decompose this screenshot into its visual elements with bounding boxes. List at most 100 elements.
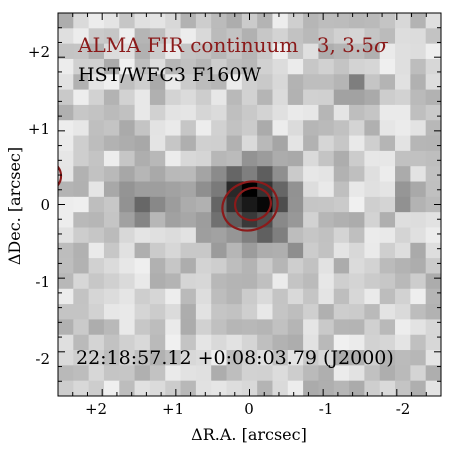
image-pixel [211,227,228,244]
image-pixel [88,242,105,259]
image-pixel [272,212,289,229]
image-pixel [395,166,411,183]
image-pixel [395,58,411,75]
image-pixel [425,350,441,366]
image-pixel [241,135,258,152]
image-pixel [410,43,427,60]
image-pixel [226,28,243,45]
image-pixel [211,104,228,121]
image-pixel [425,319,441,336]
image-pixel [211,334,228,351]
image-pixel [58,43,74,60]
image-pixel [180,135,197,152]
image-pixel [119,380,136,396]
image-pixel [195,135,212,152]
image-pixel [318,258,335,275]
image-pixel [165,304,182,320]
image-pixel [226,334,243,351]
image-pixel [395,89,411,106]
image-pixel [364,350,381,366]
image-pixel [103,181,120,198]
image-pixel [349,13,365,29]
image-pixel [58,135,74,152]
image-pixel [333,242,350,259]
image-pixel [349,74,365,91]
image-pixel [333,181,350,198]
image-pixel [364,304,381,320]
image-pixel [287,334,304,351]
image-pixel [211,181,228,198]
image-pixel [226,227,243,244]
image-pixel [73,288,90,305]
image-pixel [211,319,228,336]
image-pixel [195,365,212,382]
image-pixel [226,242,243,259]
image-pixel [119,227,136,244]
image-pixel [73,150,90,167]
image-pixel [58,334,74,351]
image-pixel [379,273,396,290]
image-pixel [318,13,335,29]
image-pixel [180,304,197,320]
image-pixel [58,196,74,213]
image-pixel [119,43,136,60]
image-pixel [119,258,136,275]
image-pixel [425,212,441,229]
image-pixel [119,104,136,121]
image-pixel [211,43,228,60]
image-pixel [195,258,212,275]
image-pixel [58,365,74,382]
image-pixel [211,28,228,45]
image-pixel [349,181,365,198]
image-pixel [211,120,228,137]
image-pixel [395,196,411,213]
image-pixel [134,196,151,213]
image-pixel [134,120,151,137]
image-pixel [287,120,304,137]
image-pixel [180,288,197,305]
image-pixel [165,74,182,91]
image-pixel [88,304,105,320]
image-pixel [134,135,151,152]
image-pixel [303,120,320,137]
image-pixel [165,258,182,275]
image-pixel [241,166,258,183]
image-pixel [410,304,427,320]
image-pixel [103,43,120,60]
image-pixel [333,150,350,167]
image-pixel [73,227,90,244]
image-pixel [103,258,120,275]
image-pixel [58,89,74,106]
image-pixel [241,104,258,121]
image-pixel [333,58,350,75]
image-pixel [119,150,136,167]
image-pixel [257,304,274,320]
image-pixel [364,104,381,121]
image-pixel [165,350,182,366]
image-pixel [180,13,197,29]
image-pixel [180,227,197,244]
image-pixel [195,273,212,290]
image-pixel [195,380,212,396]
image-pixel [211,350,228,366]
image-pixel [195,319,212,336]
image-pixel [410,380,427,396]
image-pixel [349,150,365,167]
image-pixel [287,258,304,275]
image-pixel [272,150,289,167]
image-pixel [88,181,105,198]
image-pixel [195,212,212,229]
image-pixel [58,150,74,167]
image-pixel [303,242,320,259]
image-pixel [395,365,411,382]
image-pixel [303,104,320,121]
image-pixel [241,350,258,366]
image-pixel [379,304,396,320]
image-pixel [134,212,151,229]
image-pixel [58,212,74,229]
image-pixel [333,28,350,45]
image-pixel [180,365,197,382]
image-pixel [134,13,151,29]
image-pixel [287,150,304,167]
image-pixel [88,150,105,167]
